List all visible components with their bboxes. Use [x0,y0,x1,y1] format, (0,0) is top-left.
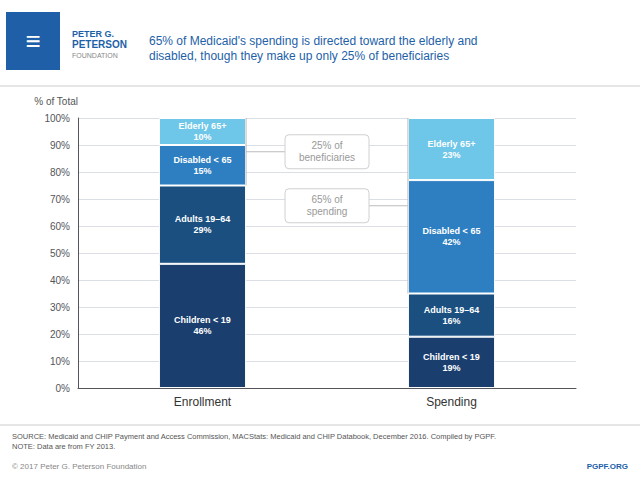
svg-text:0%: 0% [56,383,71,394]
svg-text:PETERSON: PETERSON [72,39,127,50]
svg-text:Adults 19–64: Adults 19–64 [424,305,480,315]
svg-text:beneficiaries: beneficiaries [299,152,355,163]
svg-text:70%: 70% [50,194,70,205]
svg-text:Spending: Spending [426,395,477,409]
svg-text:disabled, though they make up: disabled, though they make up only 25% o… [149,49,449,63]
svg-text:80%: 80% [50,167,70,178]
svg-text:NOTE: Data are from FY 2013.: NOTE: Data are from FY 2013. [12,442,115,451]
svg-text:Enrollment: Enrollment [174,395,232,409]
svg-text:29%: 29% [193,225,211,235]
svg-text:FOUNDATION: FOUNDATION [72,52,118,59]
svg-text:Children < 19: Children < 19 [174,315,231,325]
svg-text:16%: 16% [442,316,460,326]
svg-text:40%: 40% [50,275,70,286]
svg-text:Disabled < 65: Disabled < 65 [423,226,481,236]
svg-text:10%: 10% [50,356,70,367]
svg-text:Elderly 65+: Elderly 65+ [428,139,476,149]
svg-text:15%: 15% [193,166,211,176]
svg-text:60%: 60% [50,221,70,232]
svg-text:spending: spending [307,206,348,217]
svg-text:65% of Medicaid's spending is: 65% of Medicaid's spending is directed t… [149,34,477,48]
svg-text:19%: 19% [442,363,460,373]
svg-text:≡: ≡ [25,26,40,56]
svg-text:25% of: 25% of [311,140,342,151]
svg-text:Children < 19: Children < 19 [423,352,480,362]
svg-text:PGPF.ORG: PGPF.ORG [587,462,628,471]
svg-text:90%: 90% [50,140,70,151]
svg-text:PETER G.: PETER G. [72,29,114,39]
svg-text:65% of: 65% of [311,194,342,205]
svg-text:50%: 50% [50,248,70,259]
svg-text:Adults 19–64: Adults 19–64 [175,214,231,224]
svg-text:Disabled < 65: Disabled < 65 [174,155,232,165]
svg-text:20%: 20% [50,329,70,340]
svg-text:SOURCE: Medicaid and CHIP Paym: SOURCE: Medicaid and CHIP Payment and Ac… [12,432,496,441]
svg-text:23%: 23% [442,150,460,160]
svg-text:% of Total: % of Total [34,96,78,107]
svg-text:30%: 30% [50,302,70,313]
svg-text:42%: 42% [442,237,460,247]
svg-text:Elderly 65+: Elderly 65+ [179,121,227,131]
svg-text:10%: 10% [193,132,211,142]
svg-text:46%: 46% [193,326,211,336]
svg-text:100%: 100% [44,113,70,124]
svg-text:© 2017 Peter G. Peterson Found: © 2017 Peter G. Peterson Foundation [12,462,146,471]
